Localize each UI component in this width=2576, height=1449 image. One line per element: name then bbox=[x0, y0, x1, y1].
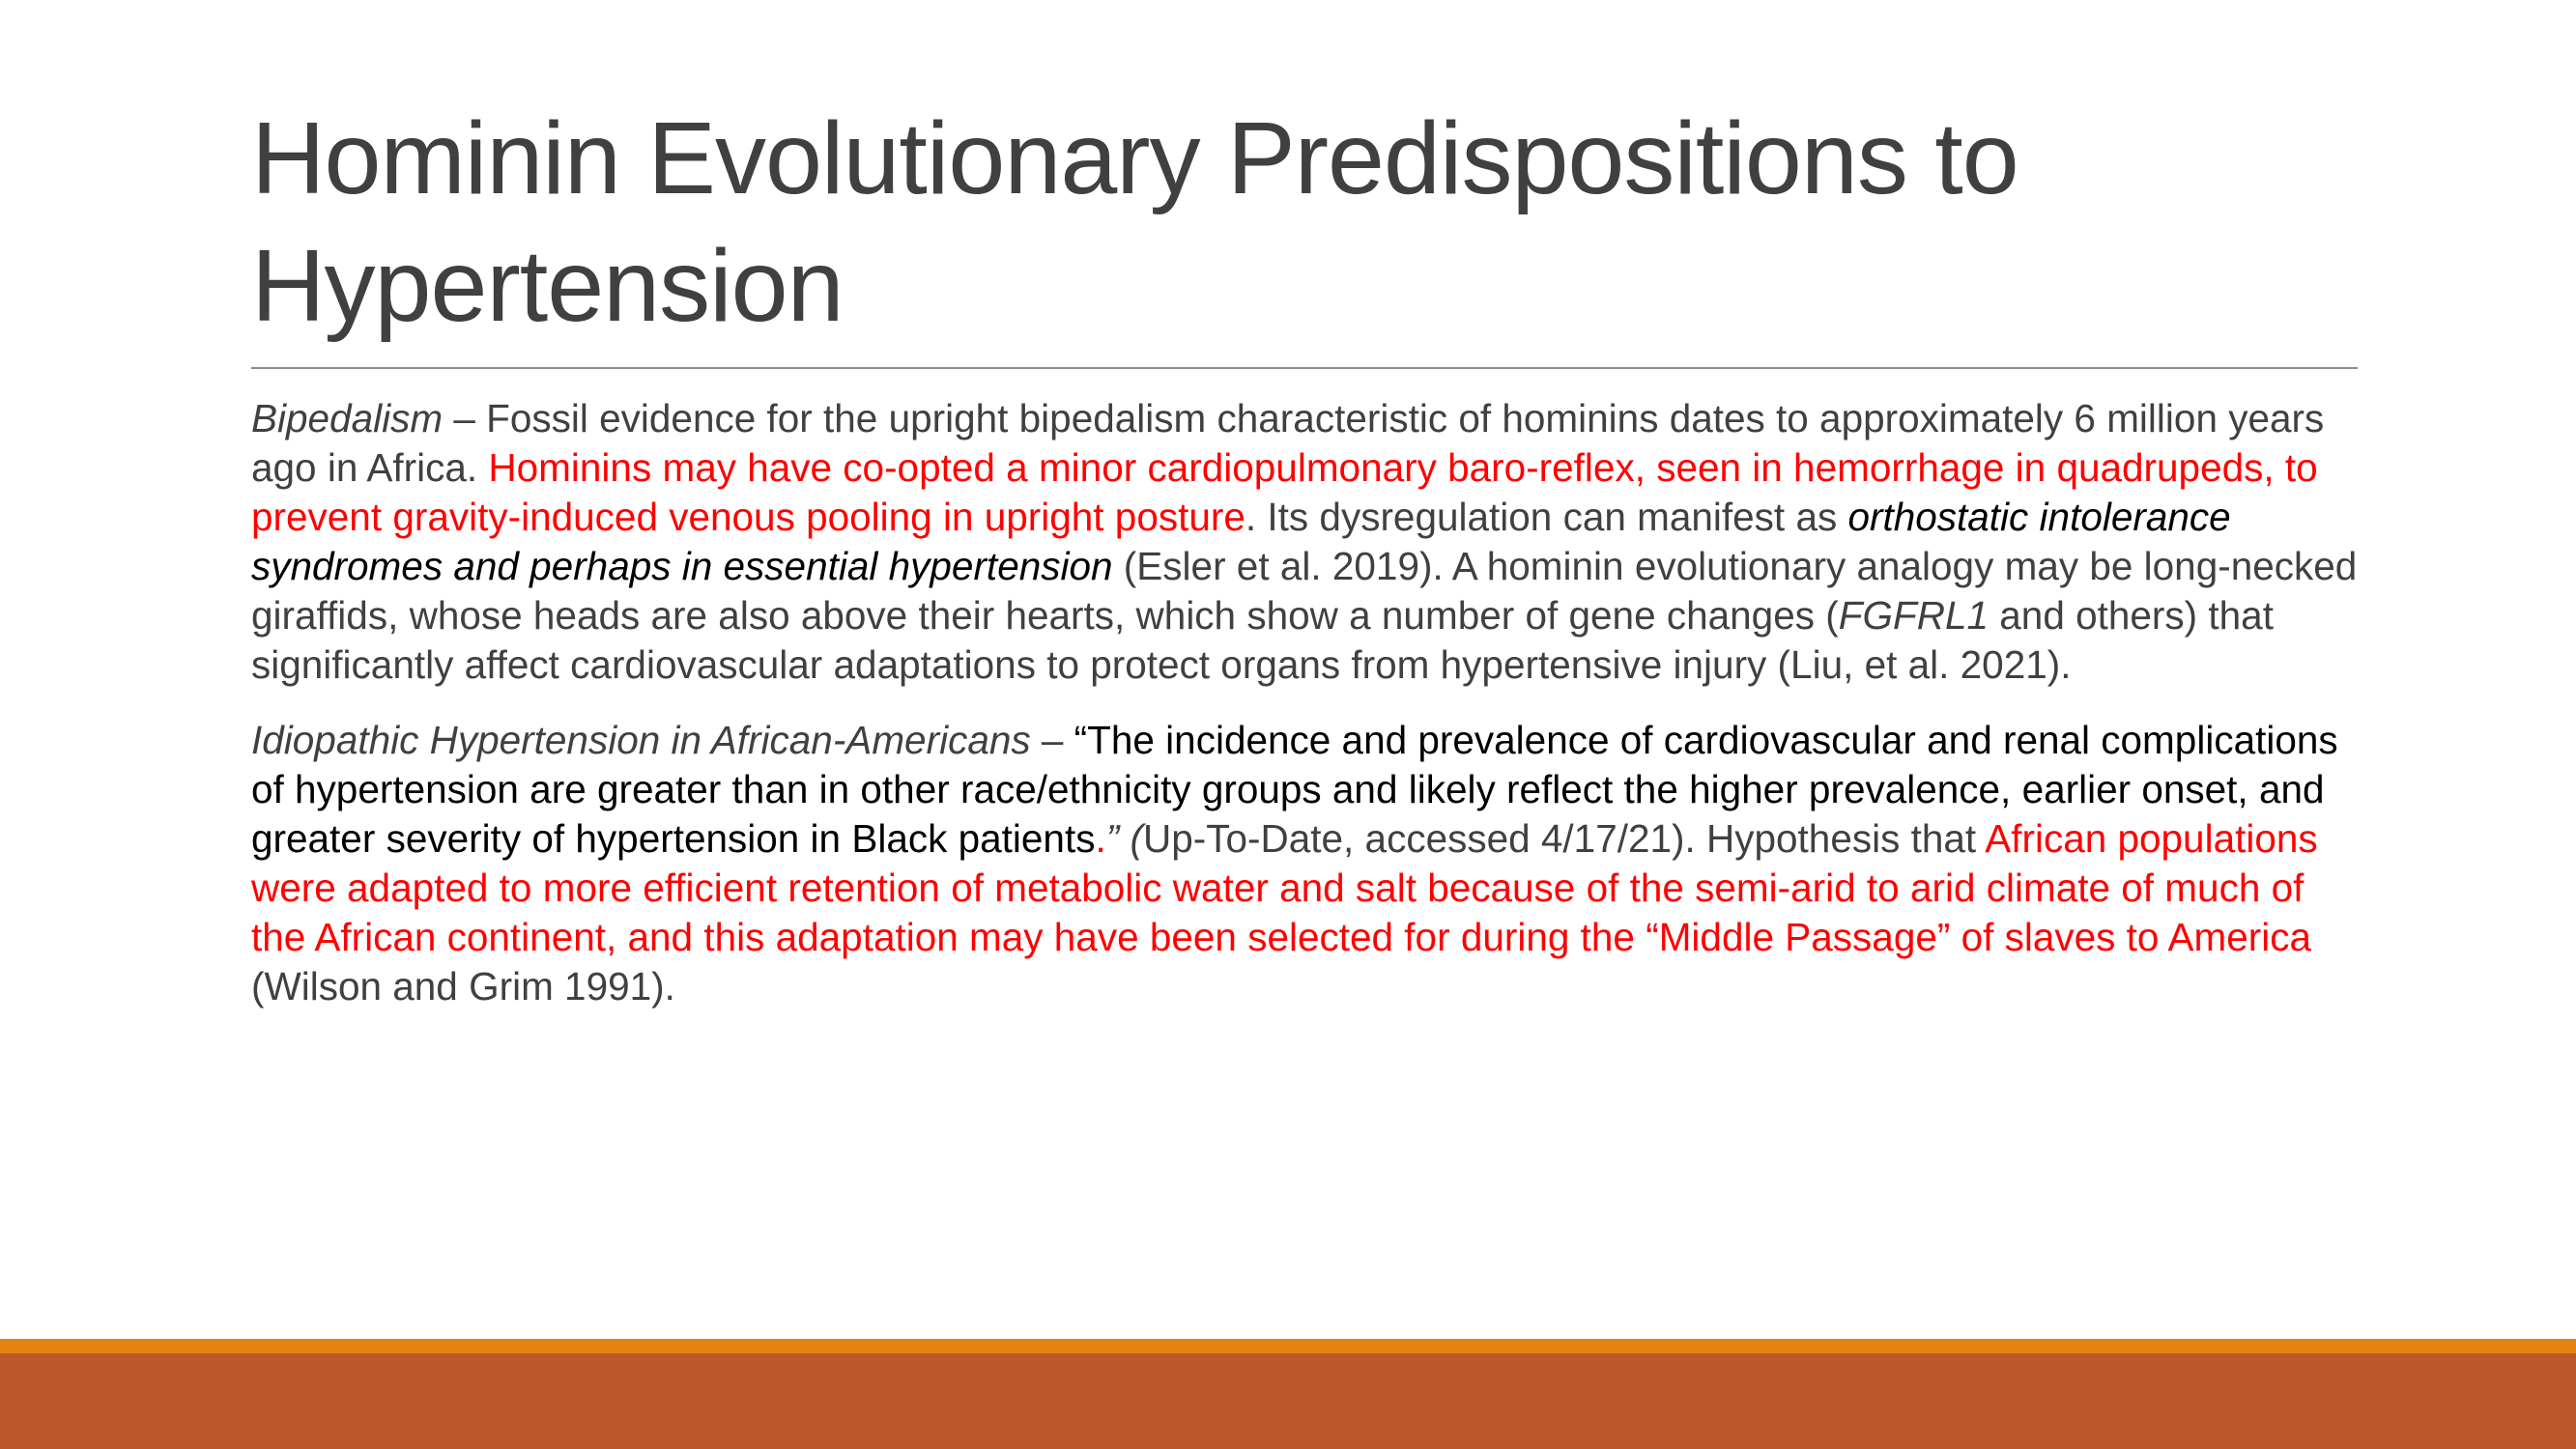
highlighted-text: Hominins may have co-opted a minor cardi… bbox=[251, 445, 2318, 539]
paragraph-idiopathic-hypertension: Idiopathic Hypertension in African-Ameri… bbox=[251, 716, 2367, 1011]
footer-accent-band bbox=[0, 1339, 2576, 1353]
body-text: (Wilson and Grim 1991). bbox=[251, 964, 675, 1009]
paragraph-heading: Bipedalism bbox=[251, 396, 444, 440]
quote-text: “The incidence and prevalence of cardiov… bbox=[251, 718, 2338, 861]
slide-body: Bipedalism – Fossil evidence for the upr… bbox=[251, 394, 2367, 1037]
body-text: . Its dysregulation can manifest as bbox=[1245, 495, 1848, 539]
body-text: (Esler et al. 2019). A hominin evolution… bbox=[251, 544, 2358, 638]
dash: – bbox=[443, 396, 487, 440]
body-text: Up-To-Date, accessed 4/17/21). Hypothesi… bbox=[1142, 816, 1986, 861]
paragraph-bipedalism: Bipedalism – Fossil evidence for the upr… bbox=[251, 394, 2367, 690]
slide-title: Hominin Evolutionary Predispositions to … bbox=[251, 101, 2019, 343]
dash: – bbox=[1030, 718, 1074, 762]
quote-period: . bbox=[1095, 816, 1106, 861]
paragraph-heading: Idiopathic Hypertension in African-Ameri… bbox=[251, 718, 1031, 762]
body-text: and others) that significantly affect ca… bbox=[251, 593, 2274, 687]
title-divider bbox=[251, 367, 2358, 369]
highlighted-text: African populations were adapted to more… bbox=[251, 816, 2318, 959]
gene-name: FGFRL1 bbox=[1838, 593, 1989, 638]
quote-close: ” ( bbox=[1105, 816, 1143, 861]
footer-band bbox=[0, 1353, 2576, 1449]
body-text: Fossil evidence for the upright bipedali… bbox=[251, 396, 2325, 490]
emphasis-text: orthostatic intolerance syndromes and pe… bbox=[251, 495, 2231, 588]
